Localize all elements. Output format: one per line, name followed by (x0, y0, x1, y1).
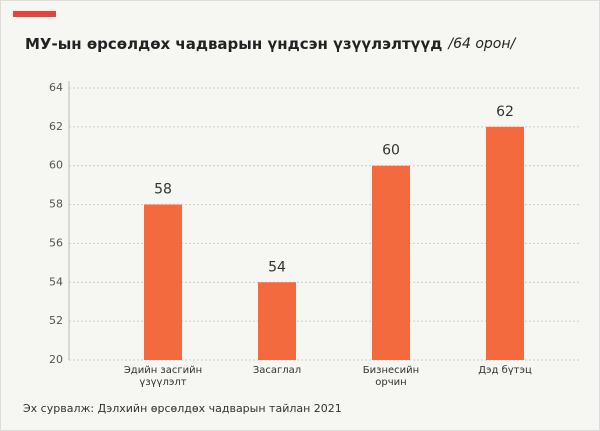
bar (372, 165, 410, 360)
y-tick-label: 62 (49, 120, 63, 133)
value-label: 54 (268, 259, 286, 275)
bar (486, 126, 524, 360)
value-label: 58 (154, 182, 172, 198)
bar (258, 282, 296, 360)
x-tick-label: Бизнесийн орчин (362, 365, 420, 388)
y-tick-label: 58 (49, 198, 63, 211)
y-tick-label: 64 (49, 81, 63, 94)
x-tick-label: Эдийн засгийн үзүүлэлт (123, 365, 203, 388)
source: Эх сурвалж: Дэлхийн өрсөлдөх чадварын та… (23, 402, 342, 415)
chart-title: МУ-ын өрсөлдөх чадварын үндсэн үзүүлэлтү… (25, 35, 517, 53)
y-tick-label: 60 (49, 159, 63, 172)
subtitle: /64 орон/ (446, 36, 516, 52)
accent-bar (13, 11, 56, 17)
x-tick-label: Засаглал (252, 365, 302, 376)
y-tick-label: 20 (49, 353, 63, 366)
value-label: 60 (382, 143, 400, 159)
title: МУ-ын өрсөлдөх чадварын үндсэн үзүүлэлтү… (25, 35, 442, 53)
y-tick-label: 54 (49, 275, 63, 288)
y-tick-label: 52 (49, 314, 63, 327)
bar (144, 204, 182, 360)
value-label: 62 (496, 104, 514, 120)
y-tick-label: 56 (49, 236, 63, 249)
x-tick-label: Дэд бүтэц (478, 365, 532, 376)
